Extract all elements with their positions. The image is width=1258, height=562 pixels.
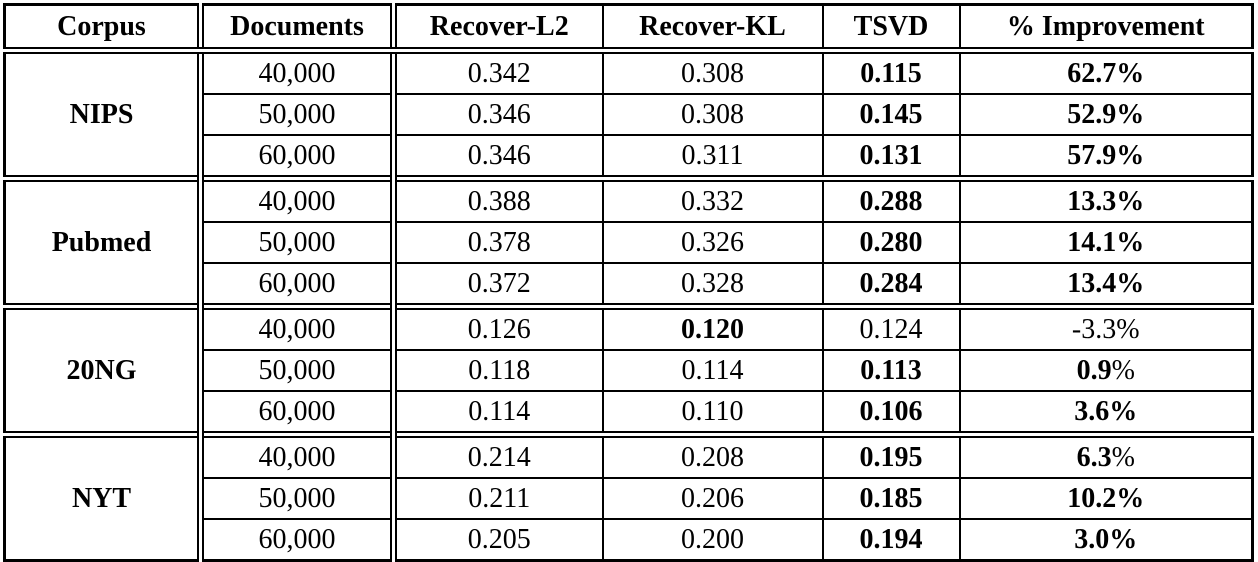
documents-cell: 60,000 — [197, 262, 394, 307]
tsvd-cell: 0.284 — [821, 262, 960, 307]
table-row: 60,000 0.346 0.311 0.131 57.9% — [5, 134, 1253, 179]
improvement-cell: 14.1% — [958, 221, 1253, 263]
recover-l2-cell: 0.378 — [390, 221, 603, 263]
table-row: 60,000 0.114 0.110 0.106 3.6% — [5, 390, 1253, 435]
recover-l2-cell: 0.205 — [390, 518, 603, 561]
recover-l2-cell: 0.346 — [390, 93, 603, 135]
recover-l2-cell: 0.388 — [390, 175, 603, 222]
results-table: Corpus Documents Recover-L2 Recover-KL T… — [3, 3, 1254, 562]
recover-kl-cell: 0.332 — [601, 175, 823, 222]
table-row: Pubmed 40,000 0.388 0.332 0.288 13.3% — [4, 175, 1253, 307]
recover-l2-cell: 0.372 — [390, 262, 603, 307]
documents-cell: 40,000 — [197, 431, 394, 478]
corpus-cell: 20NG — [4, 303, 201, 435]
improvement-cell: 52.9% — [958, 93, 1253, 135]
improvement-cell: 3.0% — [958, 518, 1253, 561]
tsvd-cell: 0.106 — [821, 390, 960, 435]
tsvd-cell: 0.145 — [821, 93, 960, 135]
improvement-cell: 0.9% — [958, 349, 1253, 391]
improvement-cell: 13.3% — [958, 175, 1253, 222]
corpus-cell: NYT — [4, 431, 201, 561]
column-header-recover-kl: Recover-KL — [601, 4, 823, 54]
documents-cell: 40,000 — [197, 175, 394, 222]
table-row: NYT 40,000 0.214 0.208 0.195 6.3% — [4, 431, 1253, 561]
recover-kl-cell: 0.308 — [601, 93, 823, 135]
improvement-cell: -3.3% — [958, 303, 1253, 350]
documents-cell: 50,000 — [197, 93, 394, 135]
recover-kl-cell: 0.308 — [601, 47, 823, 94]
tsvd-cell: 0.280 — [821, 221, 960, 263]
improvement-cell: 10.2% — [958, 477, 1253, 519]
recover-kl-cell: 0.110 — [601, 390, 823, 435]
tsvd-cell: 0.124 — [821, 303, 960, 350]
tsvd-cell: 0.195 — [821, 431, 960, 478]
tsvd-cell: 0.194 — [821, 518, 960, 561]
documents-cell: 40,000 — [197, 303, 394, 350]
recover-kl-cell: 0.200 — [601, 518, 823, 561]
column-header-recover-l2: Recover-L2 — [390, 4, 603, 54]
tsvd-cell: 0.185 — [821, 477, 960, 519]
table-row: NIPS 40,000 0.342 0.308 0.115 62.7% — [4, 47, 1253, 179]
recover-kl-cell: 0.311 — [601, 134, 823, 179]
documents-cell: 60,000 — [197, 518, 394, 561]
improvement-cell: 57.9% — [958, 134, 1253, 179]
recover-kl-cell: 0.328 — [601, 262, 823, 307]
documents-cell: 40,000 — [197, 47, 394, 94]
table-row: 50,000 0.378 0.326 0.280 14.1% — [5, 221, 1253, 263]
corpus-cell: Pubmed — [4, 175, 201, 307]
table-row: 60,000 0.372 0.328 0.284 13.4% — [5, 262, 1253, 307]
column-header-corpus: Corpus — [4, 4, 201, 54]
improvement-cell: 62.7% — [958, 47, 1253, 94]
recover-l2-cell: 0.214 — [390, 431, 603, 478]
table-row: 50,000 0.211 0.206 0.185 10.2% — [5, 477, 1253, 519]
column-header-documents: Documents — [197, 4, 394, 54]
corpus-cell: NIPS — [4, 47, 201, 179]
improvement-cell: 6.3% — [958, 431, 1253, 478]
tsvd-cell: 0.288 — [821, 175, 960, 222]
recover-l2-cell: 0.114 — [390, 390, 603, 435]
documents-cell: 50,000 — [197, 221, 394, 263]
table-row: 50,000 0.346 0.308 0.145 52.9% — [5, 93, 1253, 135]
header-row: Corpus Documents Recover-L2 Recover-KL T… — [4, 4, 1253, 54]
recover-l2-cell: 0.126 — [390, 303, 603, 350]
improvement-cell: 13.4% — [958, 262, 1253, 307]
column-header-tsvd: TSVD — [821, 4, 960, 54]
documents-cell: 50,000 — [197, 349, 394, 391]
column-header-improvement: % Improvement — [958, 4, 1253, 54]
recover-kl-cell: 0.206 — [601, 477, 823, 519]
recover-l2-cell: 0.118 — [390, 349, 603, 391]
table-row: 50,000 0.118 0.114 0.113 0.9% — [5, 349, 1253, 391]
tsvd-cell: 0.115 — [821, 47, 960, 94]
recover-kl-cell: 0.114 — [601, 349, 823, 391]
recover-l2-cell: 0.342 — [390, 47, 603, 94]
table-body: NIPS 40,000 0.342 0.308 0.115 62.7% 50,000 0.34… — [4, 47, 1253, 561]
tsvd-cell: 0.131 — [821, 134, 960, 179]
improvement-cell: 3.6% — [958, 390, 1253, 435]
recover-kl-cell: 0.208 — [601, 431, 823, 478]
recover-kl-cell: 0.326 — [601, 221, 823, 263]
table-header: Corpus Documents Recover-L2 Recover-KL T… — [4, 4, 1253, 54]
recover-kl-cell: 0.120 — [601, 303, 823, 350]
recover-l2-cell: 0.211 — [390, 477, 603, 519]
table-row: 20NG 40,000 0.126 0.120 0.124 -3.3% — [4, 303, 1253, 435]
tsvd-cell: 0.113 — [821, 349, 960, 391]
documents-cell: 50,000 — [197, 477, 394, 519]
documents-cell: 60,000 — [197, 134, 394, 179]
documents-cell: 60,000 — [197, 390, 394, 435]
recover-l2-cell: 0.346 — [390, 134, 603, 179]
